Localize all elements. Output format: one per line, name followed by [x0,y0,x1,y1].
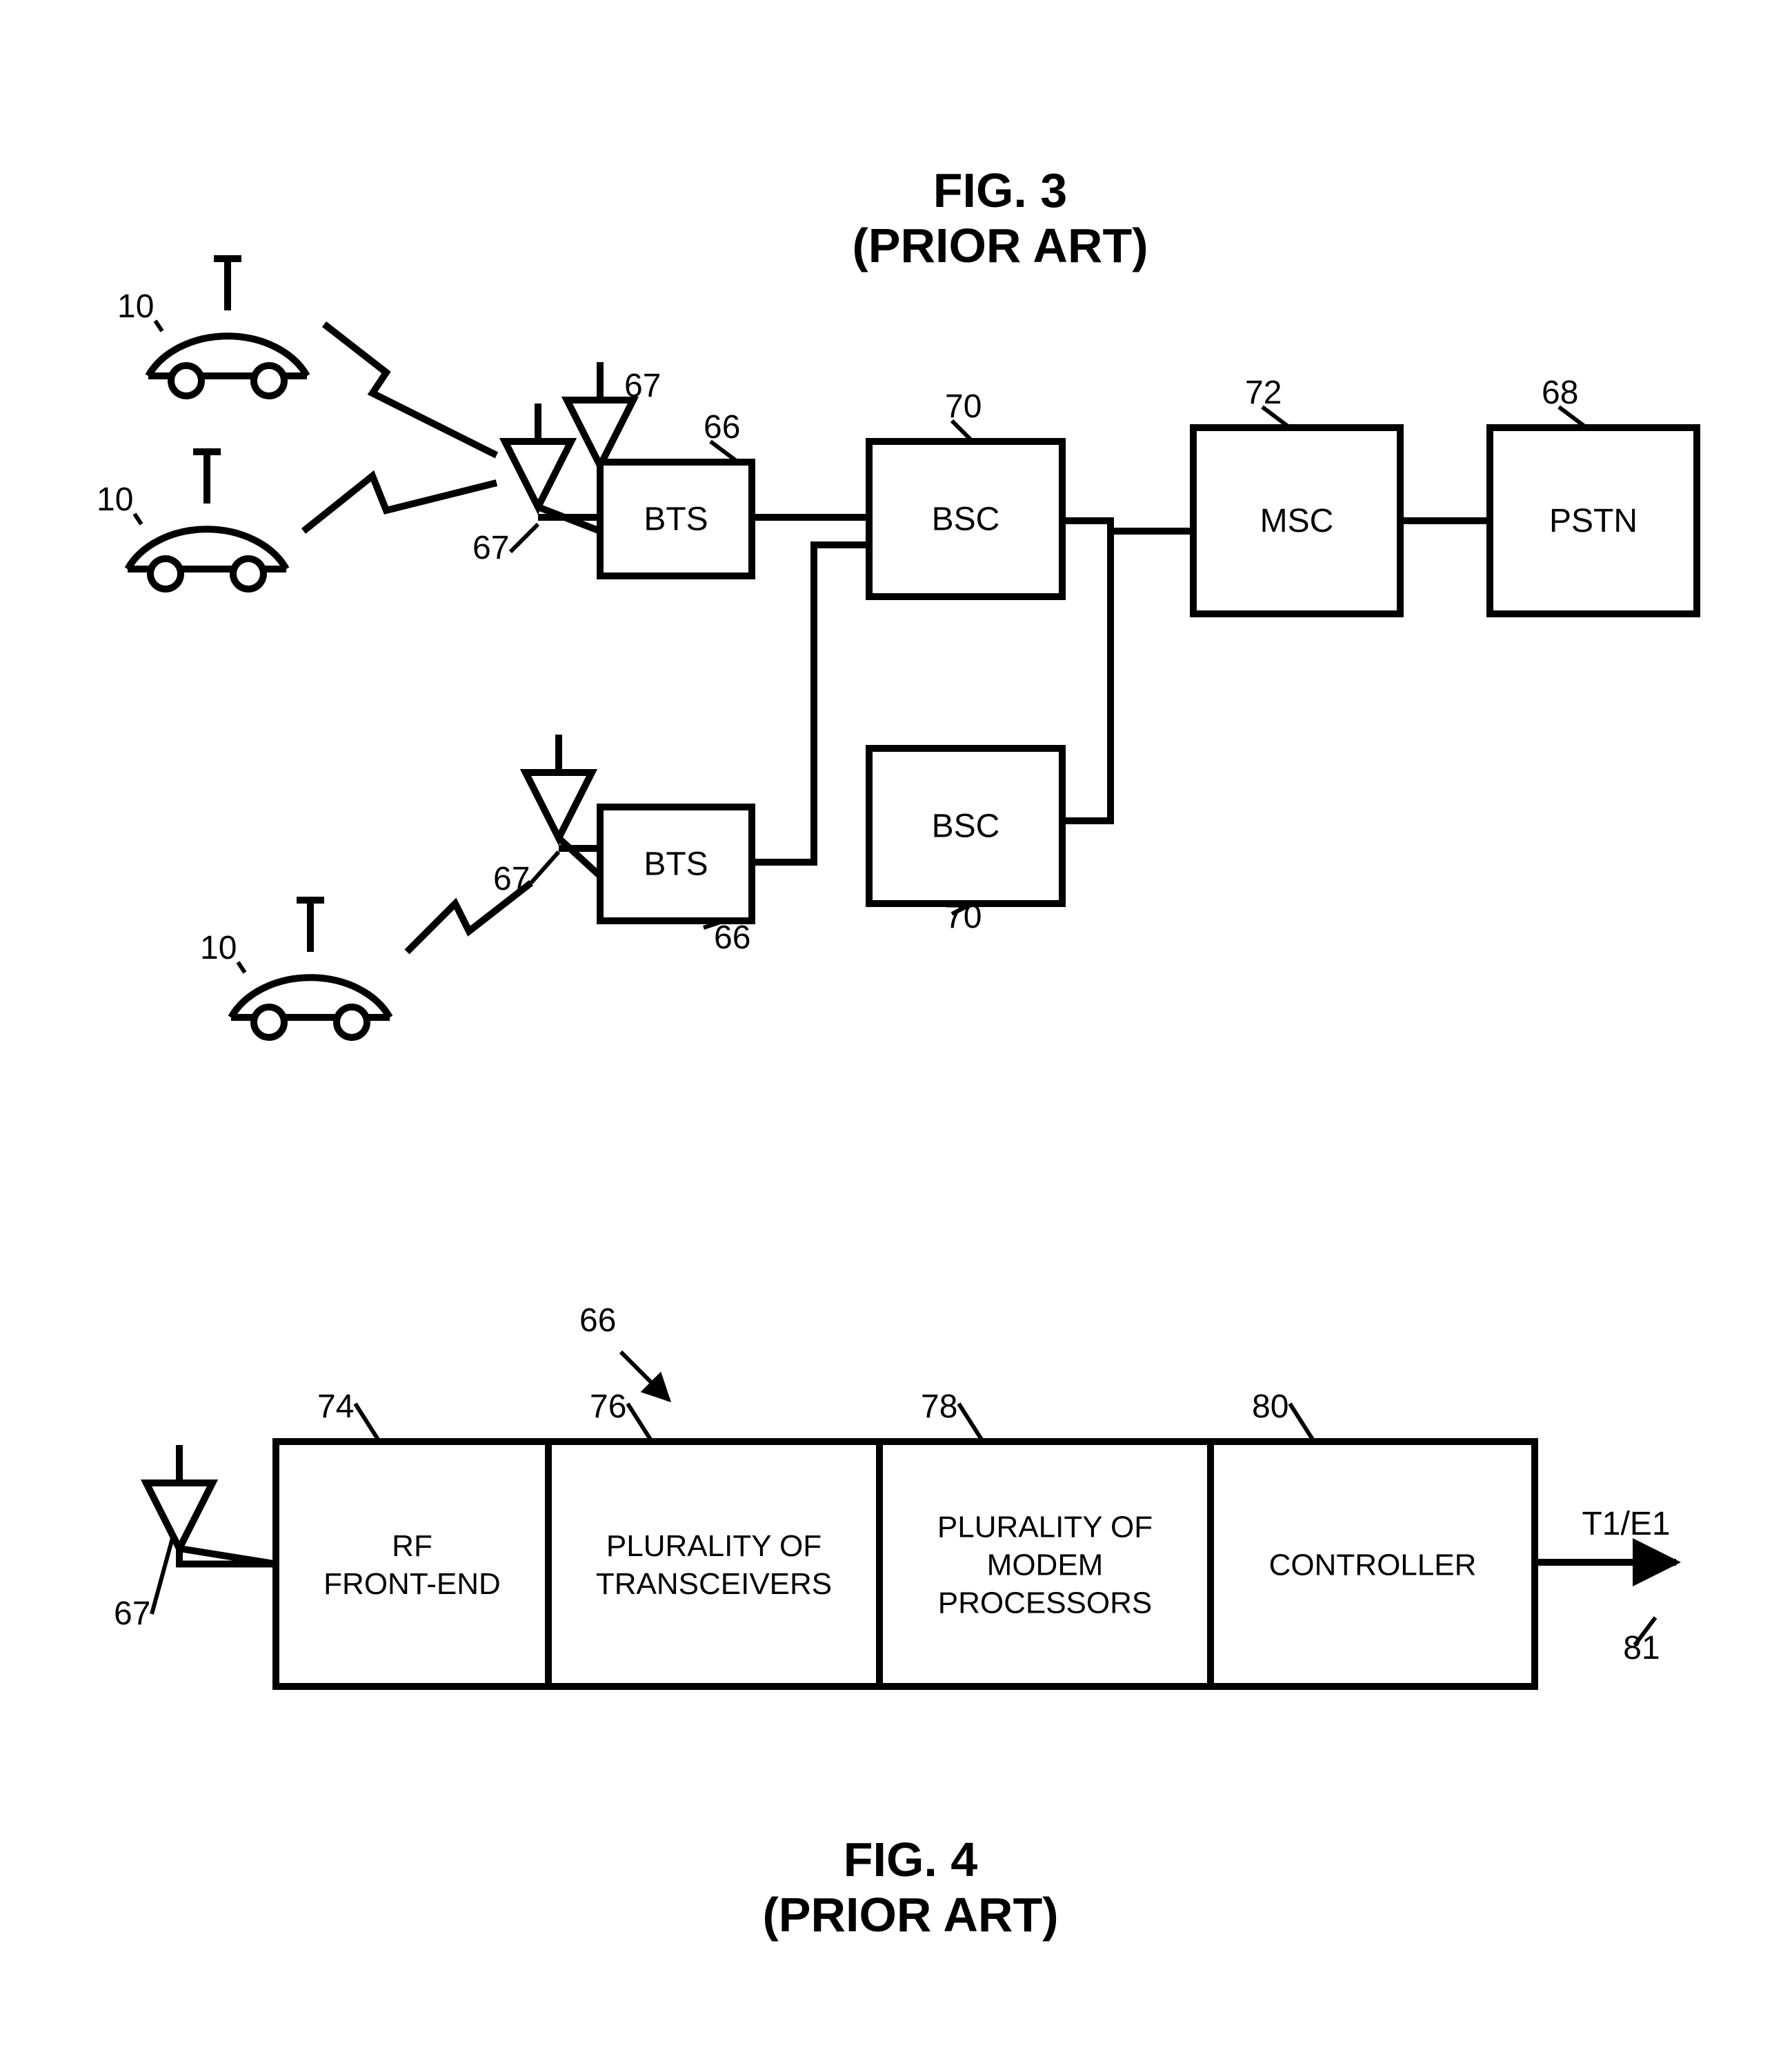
ref-10: 10 [200,930,237,966]
ref-67: 67 [472,530,509,566]
fig4-block-label: MODEM [987,1548,1104,1582]
mobile-icon [148,259,307,396]
ref-leader [355,1404,379,1442]
ref-80: 80 [1252,1388,1288,1425]
ref-67: 67 [624,368,661,404]
fig4-block [276,1442,548,1686]
ref-leader [135,514,141,524]
interconnect [752,545,869,862]
fig4-block-label: TRANSCEIVERS [596,1567,832,1601]
ref-leader [152,1538,172,1614]
ref-leader [238,962,245,973]
rf-link [324,324,497,455]
msc-label: MSC [1260,503,1334,539]
ref-74: 74 [317,1388,354,1425]
ref-70: 70 [945,899,982,935]
fig4-block [548,1442,879,1686]
antenna-icon [146,1445,212,1548]
antenna-stem [559,838,600,876]
ref-leader [628,1404,652,1442]
bsc-label: BSC [932,808,1000,845]
fig3-subtitle: (PRIOR ART) [852,219,1148,272]
ref-67: 67 [114,1595,150,1632]
fig4-block-label: CONTROLLER [1269,1548,1477,1582]
fig3-title: FIG. 3 [933,163,1067,217]
ref-66: 66 [579,1302,616,1339]
ref-10: 10 [97,481,133,518]
antenna-icon [567,362,633,466]
mobile-icon [231,900,390,1037]
interconnect [1062,531,1111,821]
ref-leader [531,852,559,883]
ref-76: 76 [590,1388,626,1425]
antenna-icon [526,735,592,838]
antenna-icon [505,404,571,507]
bts-label: BTS [644,501,708,538]
fig4-block-label: PLURALITY OF [937,1511,1153,1544]
fig4-block-label: PROCESSORS [938,1586,1153,1620]
ref-70: 70 [945,388,982,425]
ref-leader [510,524,538,552]
fig4-title: FIG. 4 [844,1833,978,1886]
t1e1-label: T1/E1 [1582,1506,1670,1542]
ref-10: 10 [117,288,154,325]
ref-66: 66 [714,919,750,956]
mobile-icon [128,452,286,589]
rf-link [303,476,497,531]
interconnect [1062,521,1193,531]
ref-leader [1290,1404,1314,1442]
bsc-label: BSC [932,501,1000,538]
ref-67: 67 [493,861,530,897]
fig4-subtitle: (PRIOR ART) [762,1888,1058,1942]
assembly-arrow [621,1352,669,1400]
ref-66: 66 [704,409,740,446]
ref-leader [959,1404,983,1442]
ref-78: 78 [921,1388,957,1425]
fig4-block-label: FRONT-END [323,1567,501,1601]
pstn-label: PSTN [1549,503,1637,539]
fig4-block-label: RF [392,1529,432,1563]
ref-leader [155,321,162,331]
bts-label: BTS [644,846,708,883]
fig4-block-label: PLURALITY OF [606,1529,822,1563]
